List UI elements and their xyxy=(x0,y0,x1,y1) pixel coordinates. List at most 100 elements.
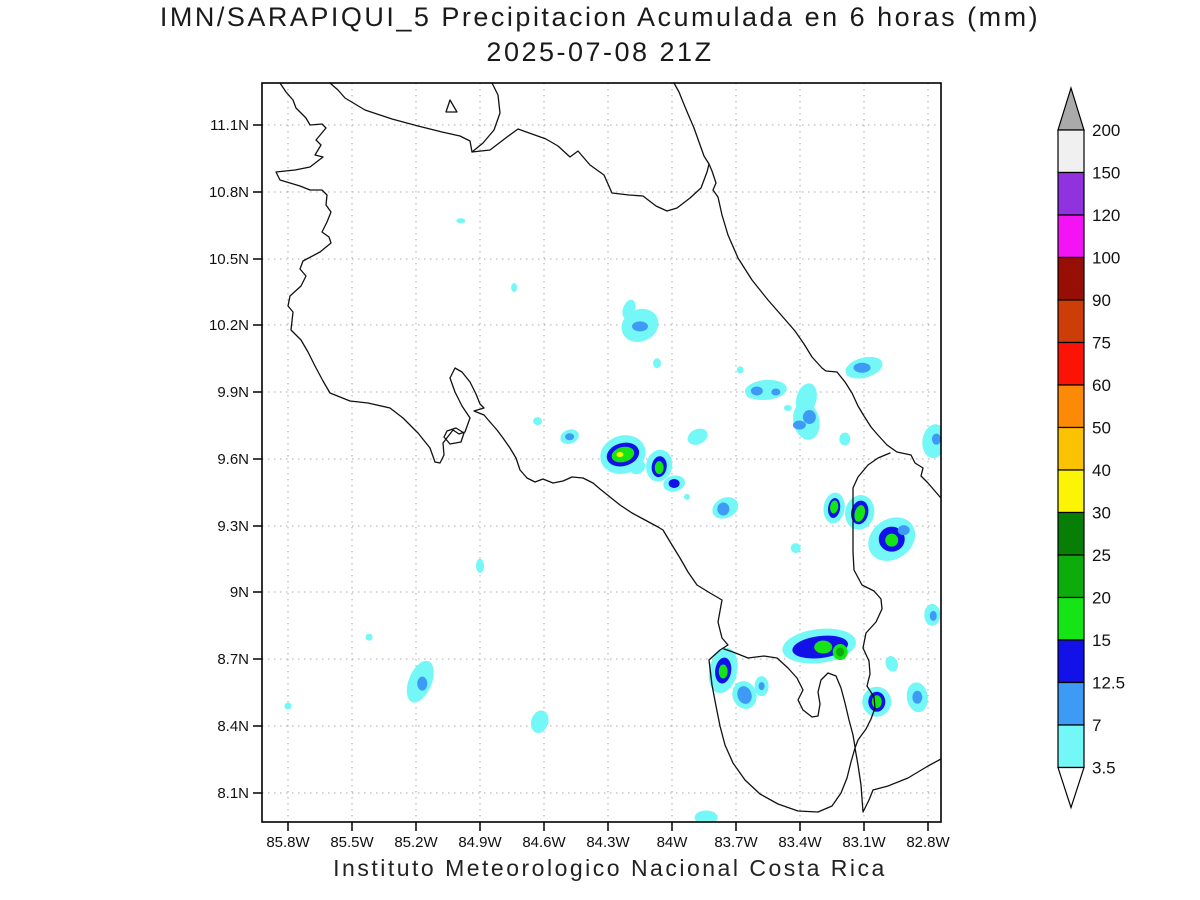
precip-contour-7mm xyxy=(802,410,816,425)
colorbar-segment-150 xyxy=(1057,129,1085,174)
coastline-san-juan-river-border xyxy=(471,128,710,212)
colorbar-label: 40 xyxy=(1092,461,1111,480)
precip-contour-7mm xyxy=(737,686,752,704)
precip-contour-3.5mm xyxy=(736,366,744,374)
y-axis-label: 10.5N xyxy=(209,251,249,268)
coastline-lake-nicaragua xyxy=(329,82,501,153)
precip-contour-15mm xyxy=(814,640,833,654)
x-axis-label: 84W xyxy=(657,834,689,851)
colorbar-label: 60 xyxy=(1092,376,1111,395)
y-axis-label: 9N xyxy=(230,584,249,601)
precip-contour-30mm xyxy=(616,452,624,458)
colorbar-segment-75 xyxy=(1057,299,1085,344)
colorbar-segment-25 xyxy=(1057,511,1085,556)
y-axis-label: 9.9N xyxy=(217,384,249,401)
precip-contour-3.5mm xyxy=(783,404,792,411)
coastline-chira-island xyxy=(443,427,465,445)
precip-contour-15mm xyxy=(830,500,839,514)
x-axis-label: 83.1W xyxy=(842,834,886,851)
precip-contour-15mm xyxy=(654,461,664,475)
colorbar-label: 200 xyxy=(1092,121,1120,140)
colorbar-segment-3.5 xyxy=(1057,724,1085,769)
colorbar-segment-12.5 xyxy=(1057,639,1085,684)
precip-contour-7mm xyxy=(758,682,765,691)
precip-contour-7mm xyxy=(565,433,575,441)
precip-contour-7mm xyxy=(717,502,730,516)
x-axis-label: 84.9W xyxy=(458,834,502,851)
precip-contour-3.5mm xyxy=(683,493,690,500)
precip-contour-3.5mm xyxy=(530,710,549,733)
colorbar-label: 120 xyxy=(1092,206,1120,225)
precip-contour-7mm xyxy=(631,321,648,332)
colorbar-label: 100 xyxy=(1092,249,1120,268)
colorbar-segment-30 xyxy=(1057,469,1085,514)
x-axis-label: 82.8W xyxy=(906,834,950,851)
precip-contour-20mm xyxy=(836,647,845,657)
precip-contour-12.5mm xyxy=(668,478,680,488)
caption: Instituto Meteorologico Nacional Costa R… xyxy=(333,855,887,881)
colorbar-segment-15 xyxy=(1057,596,1085,641)
page-title: IMN/SARAPIQUI_5 Precipitacion Acumulada … xyxy=(159,2,1041,32)
x-axis-label: 84.3W xyxy=(586,834,630,851)
precip-contour-15mm xyxy=(718,664,728,679)
colorbar-segment-7 xyxy=(1057,681,1085,726)
precip-contour-3.5mm xyxy=(365,633,373,641)
precip-contour-15mm xyxy=(885,533,899,547)
colorbar-label: 7 xyxy=(1092,716,1101,735)
x-axis-label: 85.2W xyxy=(394,834,438,851)
precip-contour-3.5mm xyxy=(622,299,636,320)
colorbar-label: 150 xyxy=(1092,164,1120,183)
coastline-ometepe-island xyxy=(445,99,458,113)
precip-contour-7mm xyxy=(771,388,781,396)
colorbar-overflow-arrow xyxy=(1057,85,1085,131)
coastline-pacific-coast xyxy=(275,82,942,813)
precip-contour-7mm xyxy=(750,386,763,396)
colorbar-label: 25 xyxy=(1092,546,1111,565)
colorbar-segment-40 xyxy=(1057,426,1085,471)
coastline-osa-golfo-dulce xyxy=(723,648,856,748)
y-axis-label: 10.2N xyxy=(209,317,249,334)
coastline-panama-border xyxy=(852,452,891,749)
precip-contour-3.5mm xyxy=(790,543,801,554)
precip-contour-3.5mm xyxy=(456,218,466,224)
precip-contour-3.5mm xyxy=(885,656,899,672)
y-axis-label: 8.1N xyxy=(217,785,249,802)
colorbar-segment-20 xyxy=(1057,554,1085,599)
precip-contour-3.5mm xyxy=(653,358,662,369)
x-axis-label: 83.4W xyxy=(778,834,822,851)
precip-contour-15mm xyxy=(854,505,866,522)
y-axis-label: 11.1N xyxy=(210,117,249,134)
colorbar-label: 12.5 xyxy=(1092,674,1125,693)
precip-contour-7mm xyxy=(792,420,806,430)
y-axis-label: 8.4N xyxy=(217,718,249,735)
x-axis-label: 85.8W xyxy=(266,834,310,851)
colorbar-label: 30 xyxy=(1092,504,1111,523)
colorbar-label: 3.5 xyxy=(1092,759,1116,778)
colorbar-segment-60 xyxy=(1057,341,1085,386)
colorbar-label: 90 xyxy=(1092,291,1111,310)
precip-contour-15mm xyxy=(871,695,882,709)
precip-contour-3.5mm xyxy=(511,283,518,293)
precip-contour-7mm xyxy=(931,433,941,445)
precip-contour-3.5mm xyxy=(630,460,646,475)
colorbar-segment-100 xyxy=(1057,214,1085,259)
colorbar-label: 15 xyxy=(1092,631,1111,650)
precip-contour-3.5mm xyxy=(284,702,292,710)
title-block: IMN/SARAPIQUI_5 Precipitacion Acumulada … xyxy=(0,2,1200,68)
precip-contour-3.5mm xyxy=(475,558,484,573)
colorbar-segment-90 xyxy=(1057,256,1085,301)
precip-contour-3.5mm xyxy=(533,417,543,426)
precip-contour-7mm xyxy=(853,362,871,373)
colorbar-segment-50 xyxy=(1057,384,1085,429)
colorbar-underflow-arrow xyxy=(1057,766,1085,810)
precip-contour-7mm xyxy=(417,676,428,691)
colorbar-label: 20 xyxy=(1092,589,1111,608)
precip-contour-7mm xyxy=(912,690,923,704)
map-frame xyxy=(261,82,942,823)
y-axis-label: 9.6N xyxy=(217,451,249,468)
y-axis-label: 8.7N xyxy=(217,651,249,668)
precip-contour-3.5mm xyxy=(839,432,851,446)
precip-contour-3.5mm xyxy=(694,810,718,822)
